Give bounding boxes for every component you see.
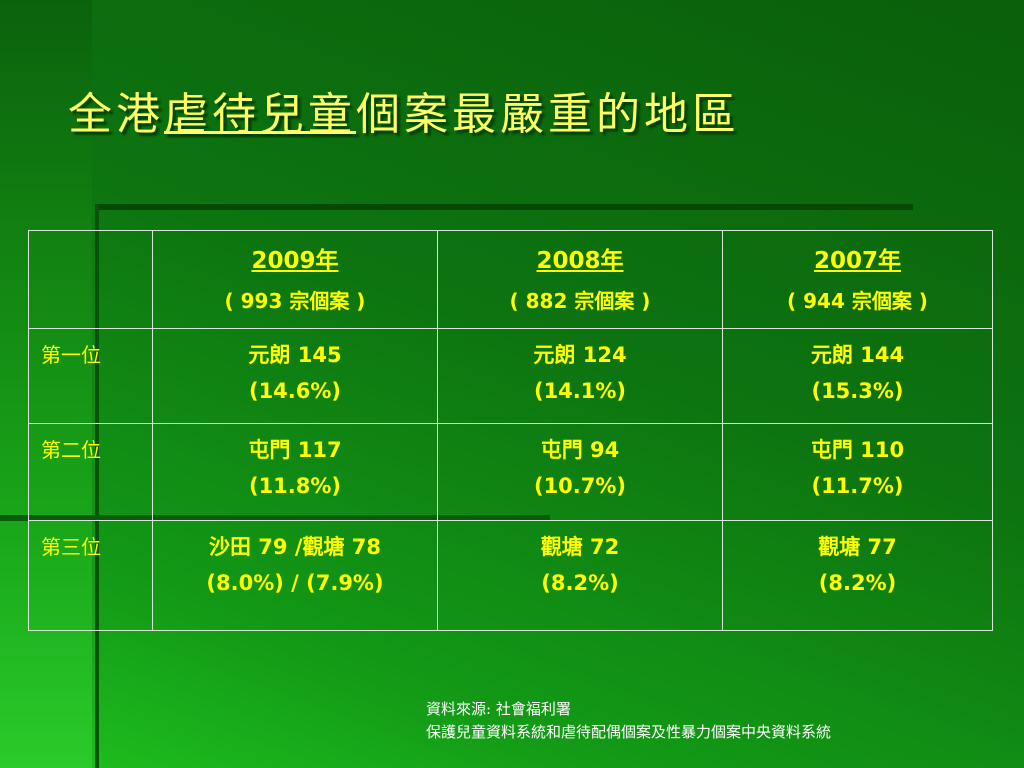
header-count: ( 944 宗個案 ) bbox=[787, 289, 928, 313]
table-cell: 元朗 145 (14.6%) bbox=[152, 328, 438, 424]
data-table: 2009年 ( 993 宗個案 ) 2008年 ( 882 宗個案 ) 2007年 ( 9… bbox=[28, 230, 993, 631]
header-count: ( 882 宗個案 ) bbox=[509, 289, 651, 313]
header-year: 2009年 bbox=[251, 248, 339, 274]
header-row: 2009年 ( 993 宗個案 ) 2008年 ( 882 宗個案 ) 2007年 ( 9… bbox=[28, 230, 993, 329]
header-cell: 2007年 ( 944 宗個案 ) bbox=[722, 230, 993, 329]
cell-line: 屯門 110 bbox=[810, 438, 905, 462]
header-cell: 2008年 ( 882 宗個案 ) bbox=[437, 230, 723, 329]
cell-line: 觀塘 77 bbox=[818, 535, 897, 559]
source-note: 資料來源: 社會福利署 保護兒童資料系統和虐待配偶個案及性暴力個案中央資料系統 bbox=[426, 698, 831, 744]
source-line: 保護兒童資料系統和虐待配偶個案及性暴力個案中央資料系統 bbox=[426, 723, 832, 741]
header-year: 2008年 bbox=[536, 248, 624, 274]
table-cell: 元朗 144 (15.3%) bbox=[722, 328, 993, 424]
cell-line: (8.2%) bbox=[818, 571, 897, 595]
cell-line: (11.7%) bbox=[811, 474, 904, 498]
cell-line: (8.2%) bbox=[541, 571, 619, 595]
cell-line: 觀塘 72 bbox=[540, 535, 620, 559]
table-cell: 屯門 110 (11.7%) bbox=[722, 423, 993, 521]
cell-line: 元朗 145 bbox=[248, 343, 342, 367]
decor-line bbox=[95, 204, 913, 210]
cell-line: 屯門 94 bbox=[540, 438, 620, 462]
table-cell: 元朗 124 (14.1%) bbox=[437, 328, 723, 424]
cell-line: (14.6%) bbox=[248, 379, 342, 403]
slide-title: 全港虐待兒童個案最嚴重的地區 bbox=[68, 78, 740, 142]
header-year: 2007年 bbox=[813, 248, 901, 274]
cell-line: 沙田 79 /觀塘 78 bbox=[208, 535, 382, 559]
table-cell: 屯門 94 (10.7%) bbox=[437, 423, 723, 521]
cell-line: 元朗 144 bbox=[810, 343, 905, 367]
cell-line: (15.3%) bbox=[811, 379, 904, 403]
table-row: 第二位 屯門 117 (11.8%) 屯門 94 (10.7%) 屯門 110 (11.7%… bbox=[28, 423, 993, 521]
row-label: 第一位 bbox=[28, 328, 153, 424]
cell-line: 屯門 117 bbox=[248, 438, 342, 462]
cell-line: (11.8%) bbox=[248, 474, 342, 498]
title-text: 全港 bbox=[68, 89, 164, 140]
header-count: ( 993 宗個案 ) bbox=[224, 289, 366, 313]
row-label: 第三位 bbox=[28, 520, 153, 631]
table-cell: 觀塘 77 (8.2%) bbox=[722, 520, 993, 631]
cell-line: (10.7%) bbox=[533, 474, 627, 498]
corner-cell bbox=[28, 230, 153, 329]
source-line: 資料來源: 社會福利署 bbox=[426, 700, 571, 718]
cell-line: 元朗 124 bbox=[533, 343, 627, 367]
header-cell: 2009年 ( 993 宗個案 ) bbox=[152, 230, 438, 329]
table-row: 第三位 沙田 79 /觀塘 78 (8.0%) / (7.9%) 觀塘 72 (8.2%… bbox=[28, 520, 993, 631]
cell-line: (14.1%) bbox=[533, 379, 627, 403]
title-text: 個案最嚴重的地區 bbox=[356, 89, 740, 140]
table-cell: 觀塘 72 (8.2%) bbox=[437, 520, 723, 631]
row-label: 第二位 bbox=[28, 423, 153, 521]
table-cell: 屯門 117 (11.8%) bbox=[152, 423, 438, 521]
table-row: 第一位 元朗 145 (14.6%) 元朗 124 (14.1%) 元朗 144 (15.3… bbox=[28, 328, 993, 424]
title-underlined: 虐待兒童 bbox=[164, 89, 356, 140]
cell-line: (8.0%) / (7.9%) bbox=[206, 571, 384, 595]
table-cell: 沙田 79 /觀塘 78 (8.0%) / (7.9%) bbox=[152, 520, 438, 631]
